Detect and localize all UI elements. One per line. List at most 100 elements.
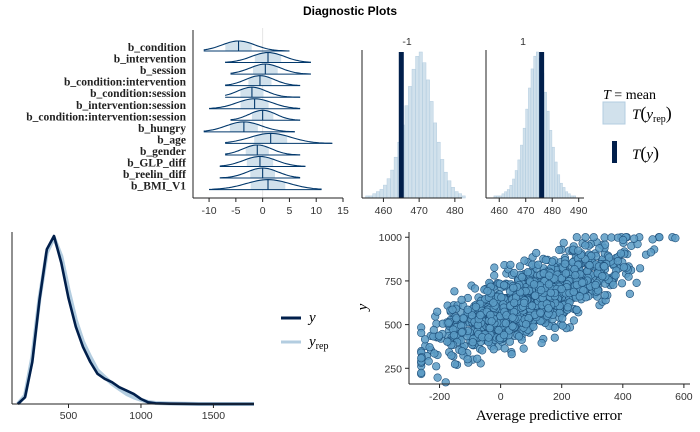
scatter-point [581,241,590,250]
x-tick-label: 480 [446,205,464,217]
scatter-point [527,301,537,310]
scatter-point [550,323,560,333]
parameter-label: b_condition [128,42,187,54]
scatter-point [585,261,594,270]
scatter-point [671,234,680,243]
scatter-point [497,293,506,302]
test-statistic-panel: -1 460 470 480 1 460 470 480 490 T = mean T(yre… [361,36,672,217]
histogram-bar [520,144,523,199]
scatter-point [559,238,568,247]
y-tick-label: 500 [384,320,402,332]
scatter-point [450,287,459,296]
x-tick-label: 490 [570,205,588,217]
legend-obs-key [612,141,617,163]
histogram-bar [544,91,547,199]
histogram-bar [509,185,513,199]
scatter-point [485,324,495,333]
scatter-point [476,311,485,320]
scatter-point [468,338,477,347]
x-tick-label: 1500 [202,410,226,422]
scatter-point [655,233,664,242]
scatter-point [561,269,571,278]
scatter-point [555,245,564,255]
scatter-point [557,284,566,294]
scatter-point [433,307,442,316]
histogram-bar [554,161,558,199]
scatter-point [499,330,509,340]
scatter-point [537,286,546,295]
histogram-bar [454,191,459,199]
scatter-point [425,343,434,352]
histogram-bar [530,68,534,199]
histogram-bar [549,130,553,199]
ridge-density [225,51,311,63]
histogram-bar [565,191,569,199]
scatter-point [550,333,559,342]
density-curves [16,234,254,406]
scatter-point [417,354,426,363]
scatter-point [600,262,609,271]
histogram-bar [504,191,508,199]
scatter-point [421,335,430,344]
scatter-point [508,313,517,322]
histogram-bar [517,159,521,199]
scatter-point [490,263,499,272]
scatter-point [417,368,426,378]
histogram-bar [411,68,416,199]
histogram-bar [447,180,452,199]
scatter-point [529,280,539,289]
scatter-point [519,298,529,308]
x-tick-label: 400 [614,391,632,403]
histogram-bar [422,62,427,199]
legend-y-label: y [307,310,316,326]
histogram-bar [404,105,409,199]
histogram-bar [433,122,437,199]
scatter-point [452,314,461,323]
scatter-point [444,318,453,328]
scatter-point [430,349,439,358]
x-tick-label: 15 [337,205,349,217]
scatter-point [569,316,579,325]
histogram-bar [440,159,445,199]
scatter-point [536,308,545,318]
legend-rep-key [602,101,626,125]
scatter-point [589,233,598,242]
legend-title: T = mean [603,88,656,103]
histogram-bar [536,51,539,199]
error-scatter-panel: -200 0 200 400 600 250 500 750 1000 Average pre… [355,232,693,424]
scatter-point [478,346,487,355]
scatter-point [569,287,578,297]
scatter-point [616,249,626,258]
scatter-point [473,354,482,363]
x-tick-label: 470 [410,205,428,217]
x-tick-label: 10 [310,205,322,217]
histogram-bar [418,51,423,199]
scatter-point [625,289,635,299]
histogram-bar [426,79,430,199]
legend-yrep-label: yrep [307,334,328,352]
scatter-point [574,246,583,255]
facet-label: -1 [402,36,411,48]
ridge-density [203,40,290,52]
scatter-point [632,278,641,288]
histogram-bar [429,101,434,199]
scatter-point [506,260,515,270]
scatter-point [447,351,456,360]
x-tick-label: 500 [60,410,78,422]
scatter-point [483,287,492,296]
stat-legend: T = mean T(yrep) T(y) [602,88,672,164]
scatter-point [435,331,444,340]
histogram-bar [546,110,550,199]
ridge-density [219,155,306,167]
histogram-bar [458,193,462,199]
x-ticks: -200 0 200 400 600 [429,384,693,403]
histogram-bar [514,170,518,199]
x-tick-label: -5 [231,205,240,217]
ridge-density [225,75,301,86]
scatter-point [424,357,433,366]
facet-label: 1 [520,36,526,48]
scatter-point [519,344,528,353]
parameter-labels: b_conditionb_interventionb_sessionb_cond… [26,42,186,193]
histogram-bar [372,193,377,199]
observed-stat-line [398,52,404,198]
